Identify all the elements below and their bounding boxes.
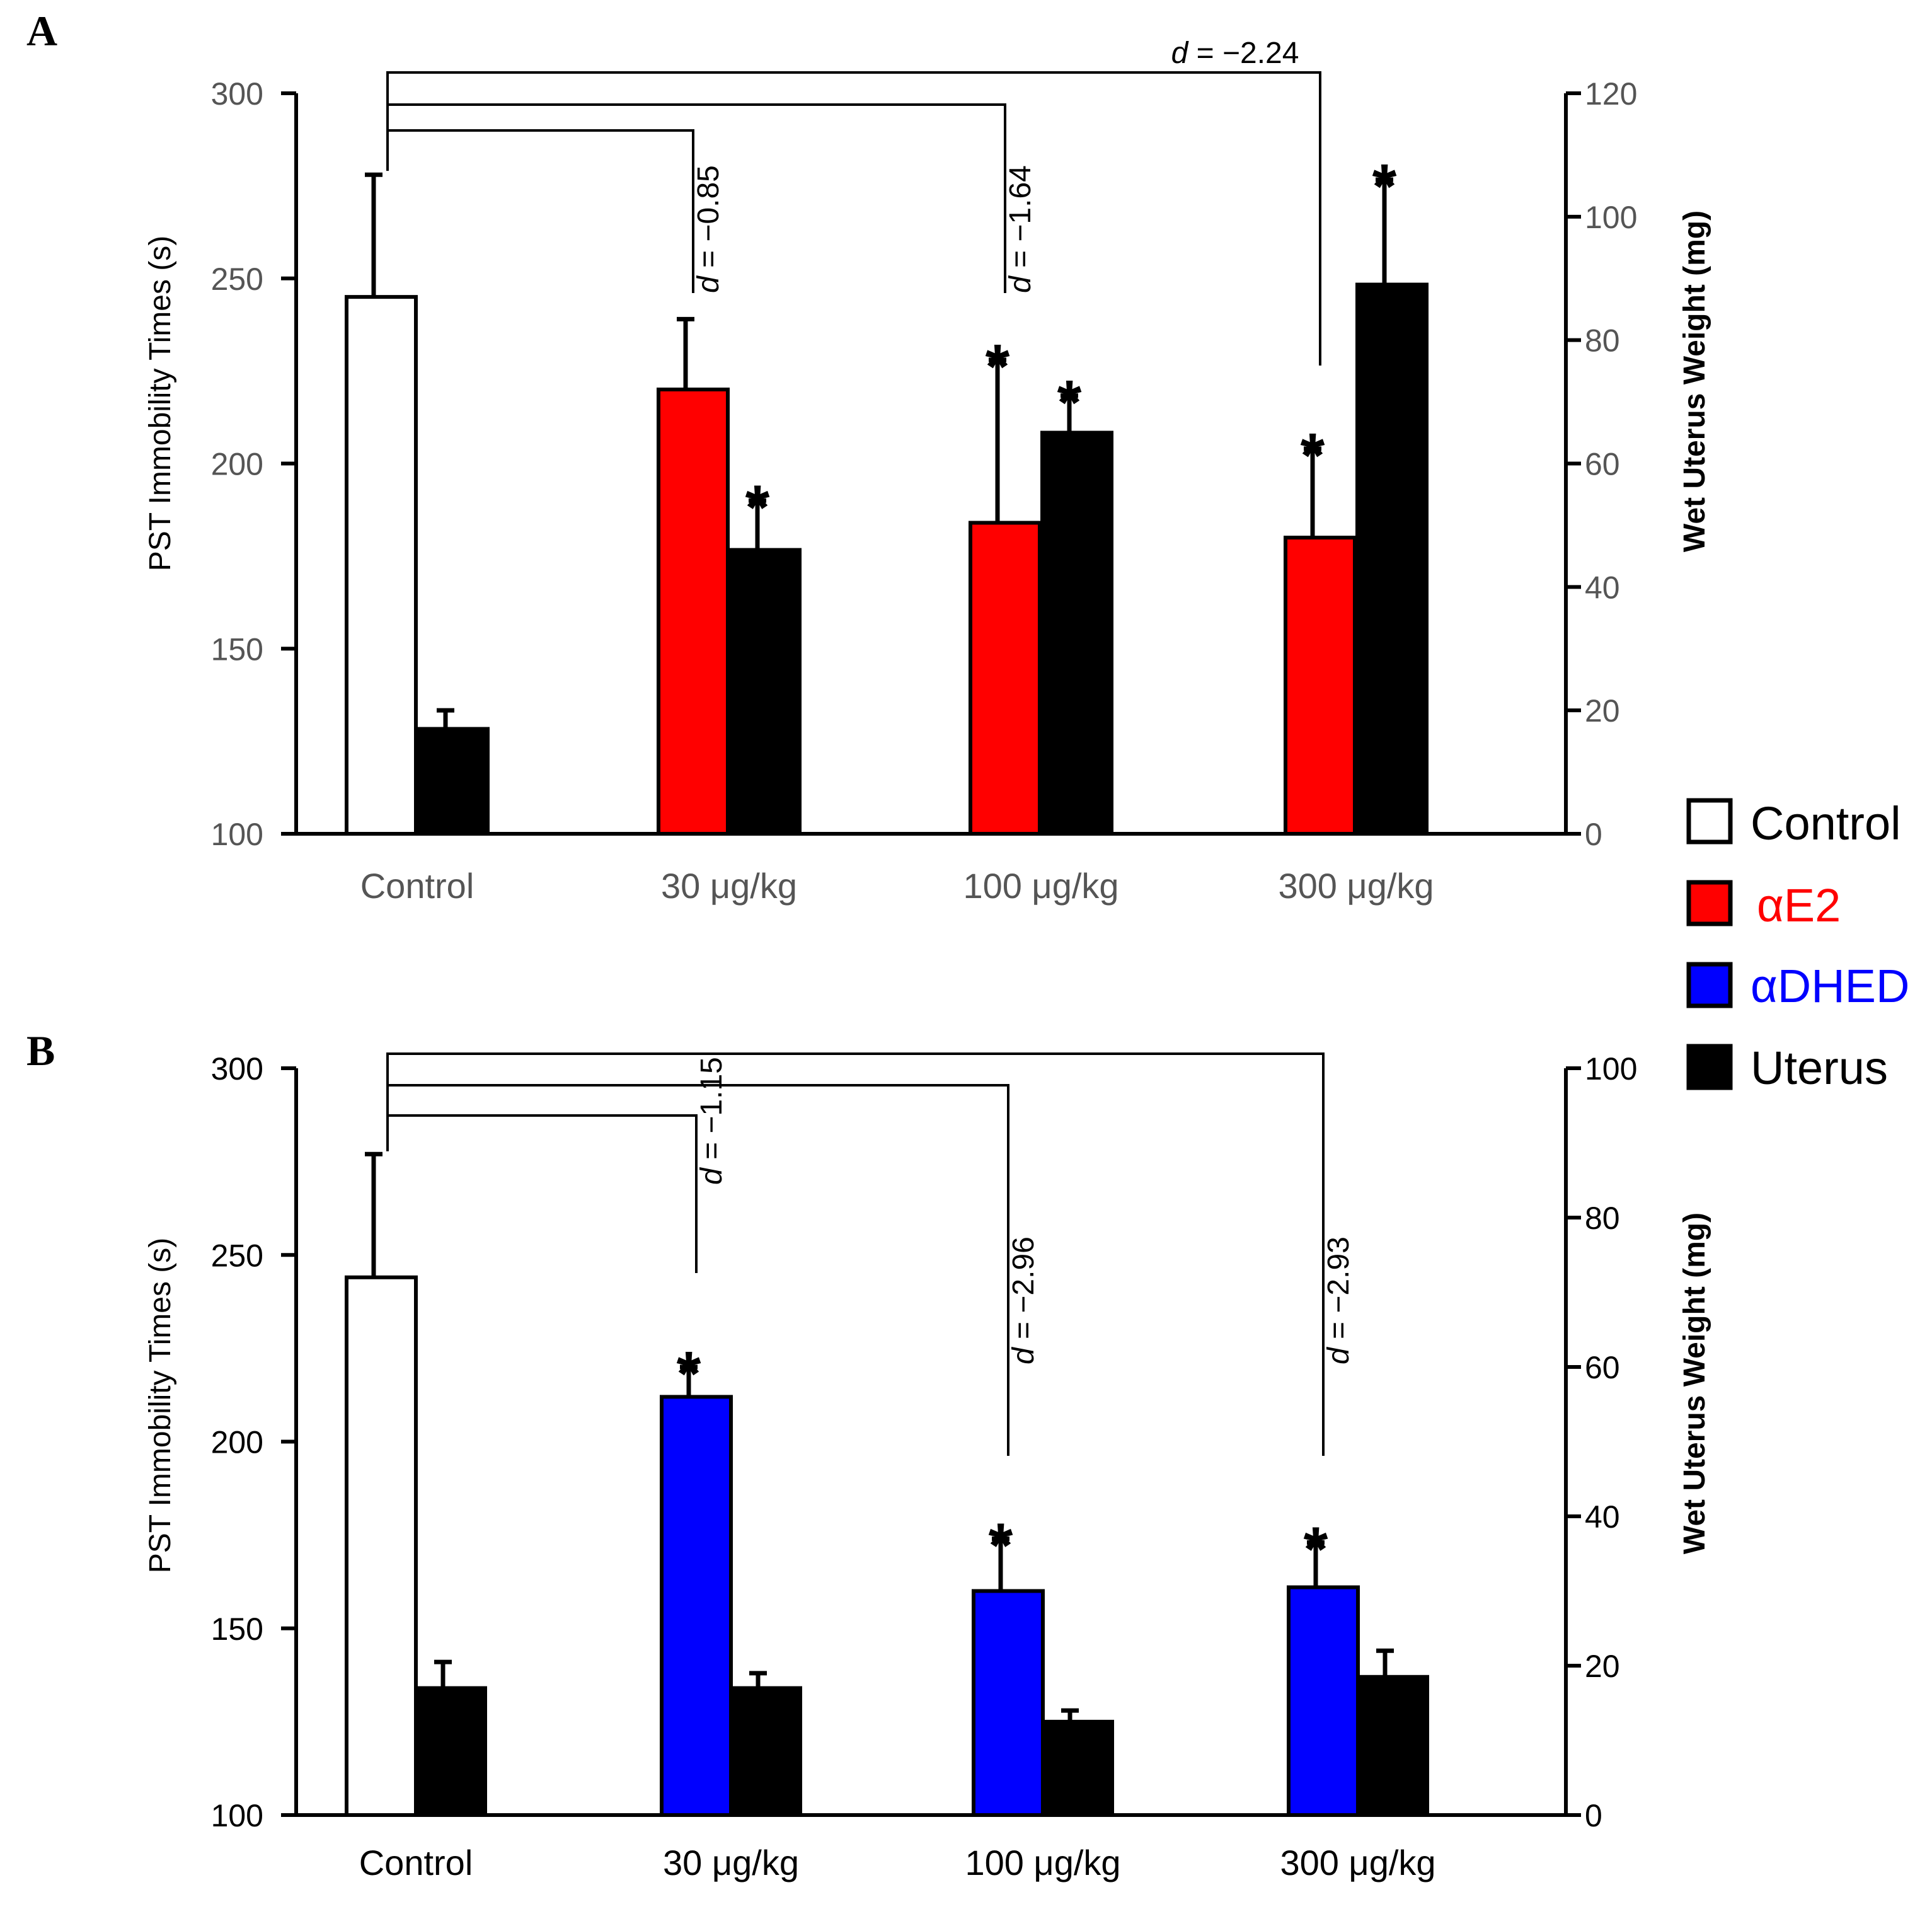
panel-a-bar-uterus — [1040, 430, 1113, 836]
panel-b-effect-size-label: d = −1.15 — [695, 1057, 728, 1185]
panel-a-left-tick-label: 250 — [211, 262, 263, 297]
panel-b-bars: * * * — [345, 1151, 1429, 1818]
panel-b-bar-dhed — [1287, 1585, 1360, 1817]
panel-b-right-tick-label: 40 — [1585, 1499, 1620, 1535]
panel-a-right-tick-label: 20 — [1585, 693, 1620, 729]
panel-b-category-label: Control — [359, 1843, 473, 1882]
panel-a-category-label: 30 μg/kg — [661, 866, 797, 906]
legend-swatch-control — [1686, 798, 1733, 845]
panel-a-effect-size-label: d = −0.85 — [692, 165, 725, 293]
legend: Control αE2 αDHED Uterus — [1686, 797, 1909, 1094]
panel-a-left-tick-label: 300 — [211, 76, 263, 112]
panel-a-bar-uterus — [728, 548, 802, 836]
panel-a-left-tick-label: 200 — [211, 447, 263, 482]
panel-b-effect-size-label: d = −2.93 — [1322, 1237, 1355, 1364]
panel-b-left-tick-label: 100 — [211, 1798, 263, 1833]
panel-a-effect-size-label: d = −2.24 — [1171, 37, 1299, 70]
panel-a-right-tick-label: 0 — [1585, 817, 1602, 852]
panel-b-bar-uterus — [729, 1686, 802, 1818]
panel-b-right-tick-label: 20 — [1585, 1649, 1620, 1684]
panel-b: B d = −1.15 d = −2.96 d = −2.93 * * * 100 150… — [26, 1027, 1711, 1882]
panel-b-left-tick-label: 200 — [211, 1425, 263, 1460]
panel-b-bar-dhed — [972, 1589, 1045, 1817]
panel-b-right-axis-title: Wet Uterus Weight (mg) — [1678, 1213, 1711, 1554]
panel-a-right-tick-label: 100 — [1585, 200, 1637, 235]
panel-a-bar-e2 — [969, 521, 1042, 836]
panel-a-right-tick-label: 120 — [1585, 76, 1637, 112]
panel-b-label: B — [26, 1027, 55, 1075]
panel-a-significance-star: * — [1372, 151, 1397, 222]
panel-b-left-tick-label: 300 — [211, 1051, 263, 1087]
panel-b-axes: 100 150 200 250 300 0 20 40 60 80 100 Control 30 μg/… — [211, 1051, 1638, 1882]
legend-label-control: Control — [1751, 797, 1901, 850]
panel-a-category-label: Control — [360, 866, 474, 906]
panel-b-right-tick-label: 100 — [1585, 1051, 1637, 1087]
legend-swatch-adhed — [1686, 962, 1733, 1008]
panel-b-category-label: 100 μg/kg — [965, 1843, 1120, 1882]
panel-b-significance-star: * — [1304, 1514, 1328, 1584]
panel-a-right-tick-label: 40 — [1585, 570, 1620, 605]
panel-b-bar-dhed — [660, 1395, 733, 1817]
panel-a-category-label: 100 μg/kg — [963, 866, 1118, 906]
panel-b-right-tick-label: 60 — [1585, 1350, 1620, 1385]
panel-a-bar-control — [345, 295, 418, 836]
panel-b-bar-uterus — [1356, 1675, 1429, 1817]
panel-b-left-tick-label: 250 — [211, 1238, 263, 1273]
panel-a-right-axis-title: Wet Uterus Weight (mg) — [1678, 210, 1711, 552]
panel-a-effect-size-label: d = −1.64 — [1004, 165, 1037, 293]
panel-a-comparisons: d = −0.85 d = −1.64 d = −2.24 — [386, 37, 1321, 366]
panel-a-significance-star: * — [1057, 367, 1082, 438]
panel-b-left-axis-title: PST Immobility Times (s) — [144, 1238, 177, 1574]
panel-b-comparisons: d = −1.15 d = −2.96 d = −2.93 — [386, 1052, 1355, 1456]
panel-a-significance-star: * — [745, 472, 770, 543]
panel-a-category-label: 300 μg/kg — [1278, 866, 1434, 906]
legend-swatch-uterus — [1686, 1044, 1733, 1090]
panel-a-axes: 100 150 200 250 300 0 20 40 60 80 100 120 Control 30 … — [211, 76, 1638, 906]
legend-label-adhed: αDHED — [1751, 960, 1909, 1012]
legend-swatch-ae2 — [1686, 880, 1733, 926]
panel-a-bars: * * * * * — [345, 151, 1429, 836]
panel-a-label: A — [26, 7, 57, 55]
panel-b-category-label: 30 μg/kg — [663, 1843, 799, 1882]
panel-a-right-tick-label: 60 — [1585, 447, 1620, 482]
panel-a-left-tick-label: 100 — [211, 817, 263, 852]
panel-a-significance-star: * — [1301, 420, 1325, 491]
panel-a-left-tick-label: 150 — [211, 631, 263, 667]
panel-a-right-tick-label: 80 — [1585, 323, 1620, 359]
panel-b-bar-uterus — [1041, 1719, 1114, 1817]
panel-a: A d = −0.85d = −1.64d = −2.24 ***** 1001… — [26, 7, 1711, 906]
panel-a-left-axis-title: PST Immobility Times (s) — [144, 236, 177, 572]
panel-a-bar-e2 — [1284, 536, 1357, 836]
panel-b-significance-star: * — [677, 1339, 701, 1409]
panel-a-bar-uterus — [417, 727, 490, 836]
panel-b-significance-star: * — [989, 1511, 1013, 1581]
panel-b-right-tick-label: 0 — [1585, 1798, 1602, 1833]
legend-label-ae2: αE2 — [1757, 879, 1841, 931]
panel-a-bar-e2 — [657, 388, 730, 836]
panel-b-right-tick-label: 80 — [1585, 1201, 1620, 1236]
panel-b-category-label: 300 μg/kg — [1280, 1843, 1435, 1882]
panel-b-bar-uterus — [414, 1686, 487, 1818]
panel-b-bar-control — [345, 1275, 418, 1818]
panel-b-left-tick-label: 150 — [211, 1611, 263, 1647]
legend-label-uterus: Uterus — [1751, 1042, 1888, 1094]
panel-a-bar-uterus — [1355, 282, 1429, 836]
panel-b-effect-size-label: d = −2.96 — [1007, 1237, 1040, 1364]
panel-a-significance-star: * — [986, 331, 1010, 402]
